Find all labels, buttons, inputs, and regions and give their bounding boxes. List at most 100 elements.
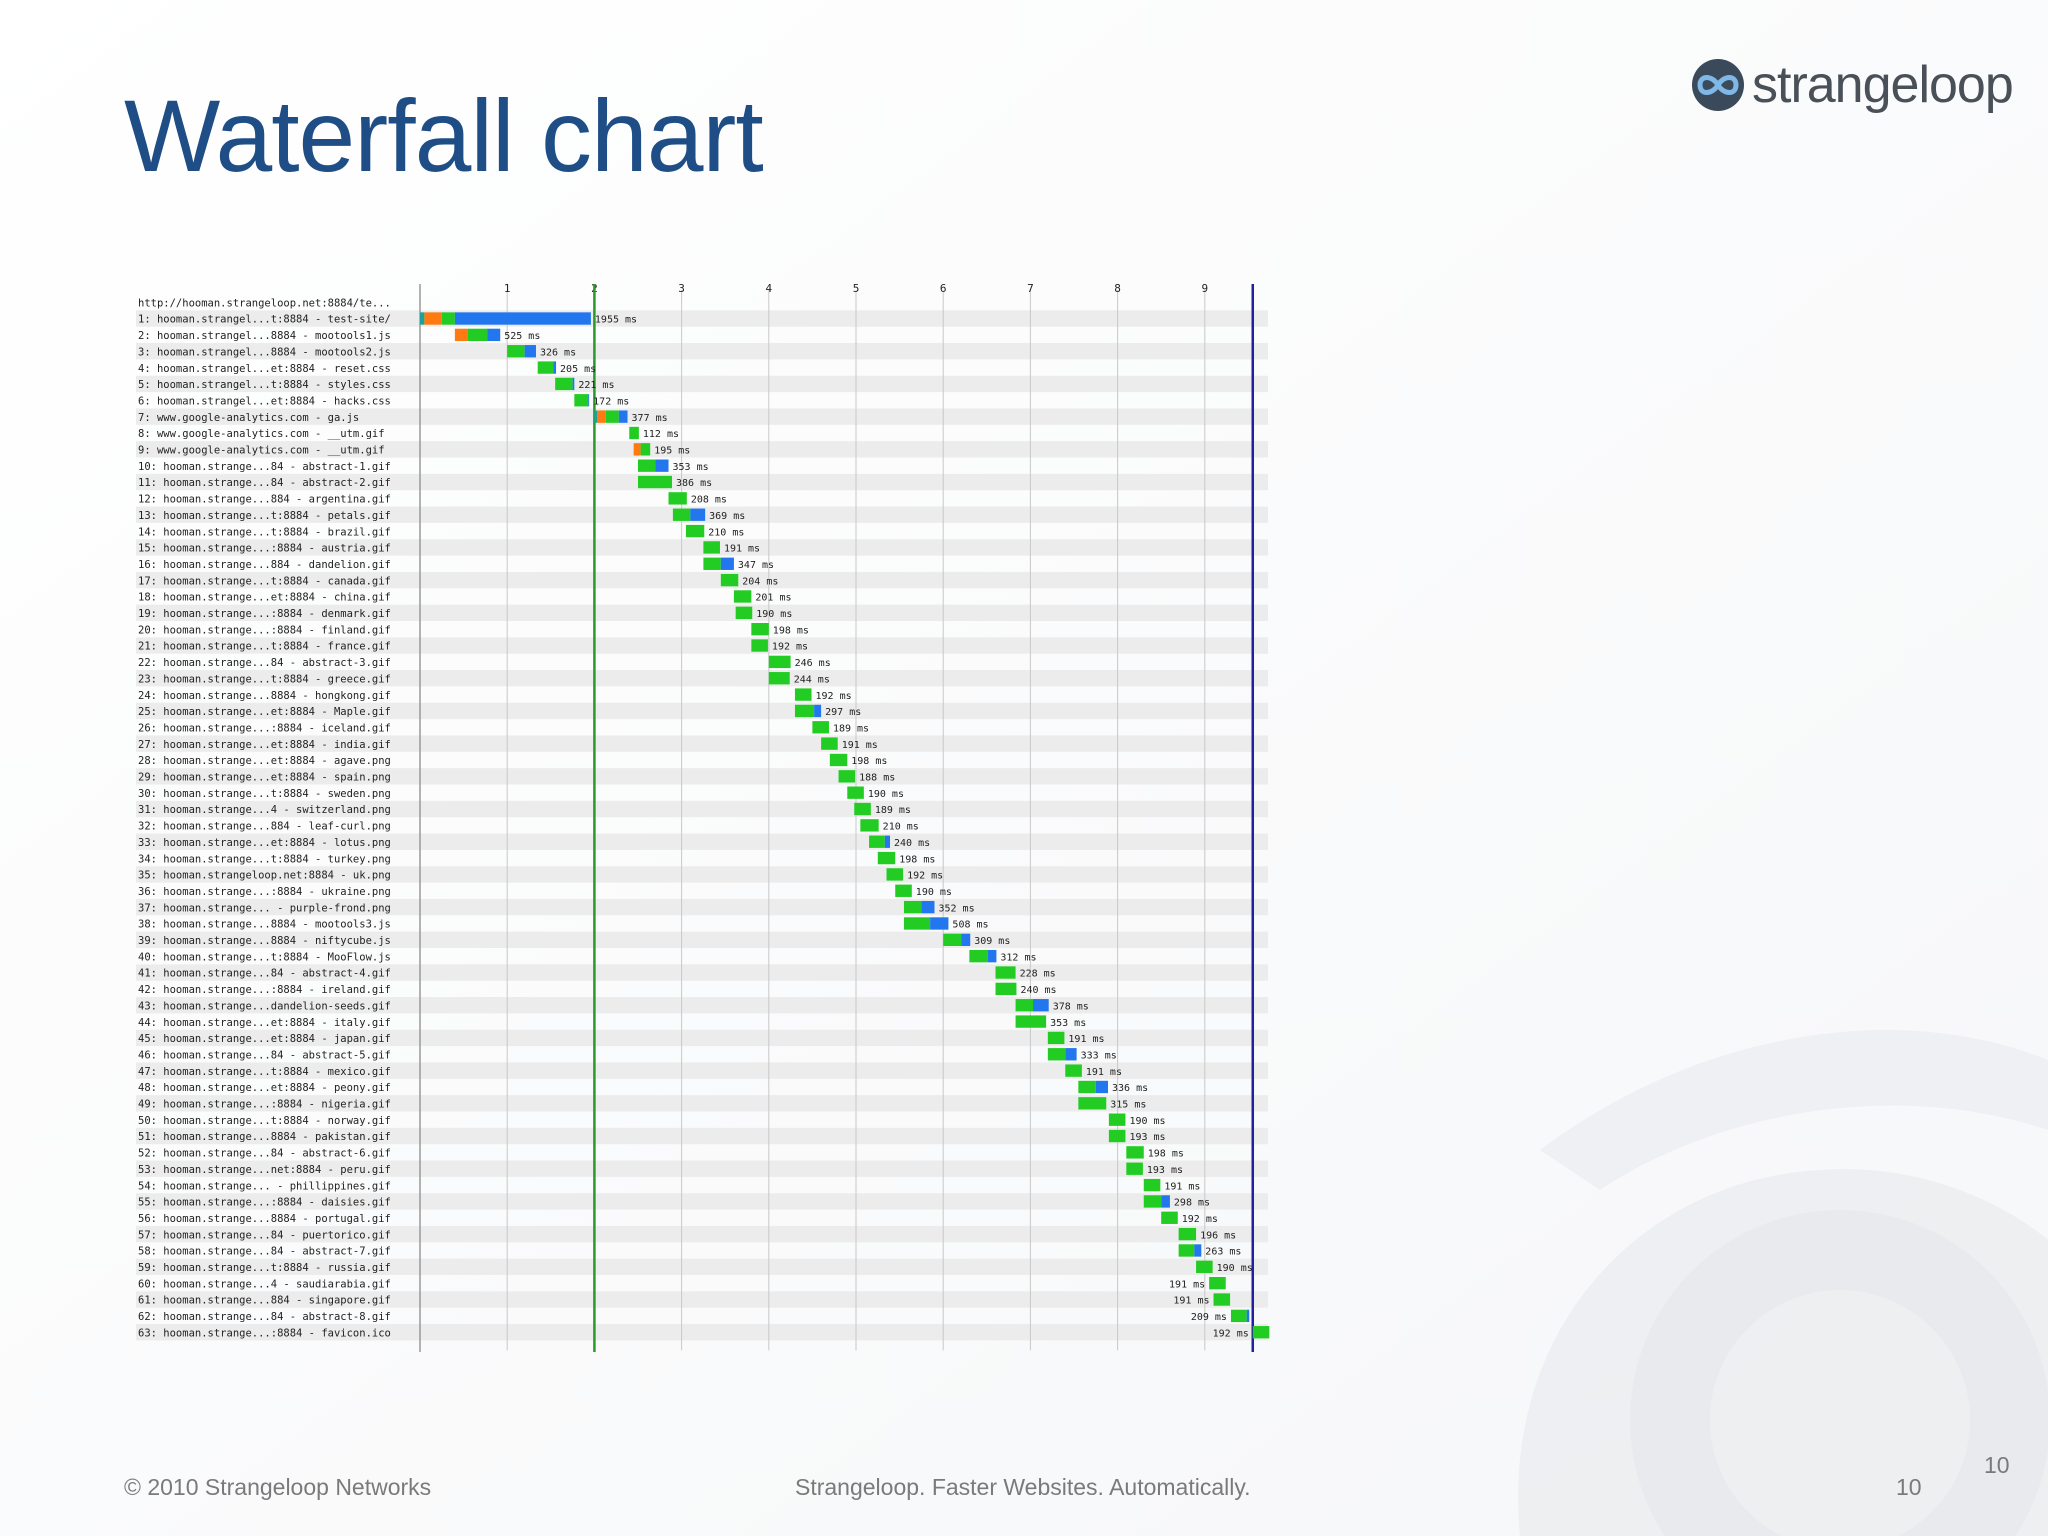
row-stripe [136,1324,1268,1341]
request-label: 42: hooman.strange...:8884 - ireland.gif [138,984,391,996]
duration-label: 198 ms [1148,1149,1184,1160]
duration-label: 188 ms [859,773,895,784]
row-stripe [136,1127,1268,1145]
bar-segment-ttfb [860,819,879,832]
duration-label: 326 ms [540,347,576,358]
duration-label: 312 ms [1000,952,1036,963]
request-label: 55: hooman.strange...:8884 - daisies.gif [138,1197,391,1209]
x-tick-label-top: 9 [1201,282,1208,295]
duration-label: 208 ms [691,495,727,506]
request-label: 4: hooman.strangel...et:8884 - reset.css [138,363,391,375]
request-label: 35: hooman.strangeloop.net:8884 - uk.png [138,870,391,882]
bar-segment-ttfb [1078,1097,1107,1110]
request-label: 6: hooman.strangel...et:8884 - hacks.css [138,395,391,407]
row-stripe [136,898,1268,916]
row-stripe [136,866,1268,883]
row-stripe [136,539,1268,556]
waterfall-chart: http://hooman.strangeloop.net:8884/te...… [136,282,1270,1352]
request-label: 37: hooman.strange... - purple-frond.png [138,902,391,914]
request-label: 13: hooman.strange...t:8884 - petals.gif [138,510,391,522]
footer-tagline: Strangeloop. Faster Websites. Automatica… [795,1474,1251,1500]
bar-segment-ttfb [821,737,838,750]
row-stripe [136,1193,1268,1210]
bar-segment-download [961,933,971,946]
request-label: 43: hooman.strange...dandelion-seeds.gif [138,1000,391,1012]
row-stripe [136,408,1268,425]
request-label: 48: hooman.strange...et:8884 - peony.gif [138,1082,391,1094]
duration-label: 112 ms [643,429,679,440]
request-label: 60: hooman.strange...4 - saudiarabia.gif [138,1278,391,1290]
infinity-loop-icon [1692,59,1744,111]
duration-label: 189 ms [833,723,869,734]
bar-segment-ttfb [768,672,790,685]
bar-segment-ttfb [869,835,885,848]
bar-segment-ttfb [969,950,988,963]
bar-segment-download [618,410,628,423]
row-stripe [136,343,1268,360]
request-label: 38: hooman.strange...8884 - mootools3.js [138,919,391,931]
bar-segment-connect [633,443,641,456]
bar-segment-ttfb [903,900,922,914]
request-label: 63: hooman.strange...:8884 - favicon.ico [138,1327,391,1339]
bar-segment-download [1095,1080,1109,1094]
request-label: 28: hooman.strange...et:8884 - agave.png [138,755,391,767]
duration-label: 196 ms [1200,1230,1236,1241]
request-label: 50: hooman.strange...t:8884 - norway.gif [138,1115,391,1127]
bar-segment-dns [594,410,598,423]
row-stripe [136,768,1268,785]
bar-segment-download [1246,1309,1250,1323]
bar-segment-ttfb [1178,1227,1197,1241]
bar-segment-download [1065,1048,1077,1061]
bar-segment-ttfb [995,966,1016,979]
duration-label: 191 ms [1169,1279,1205,1290]
request-label: 15: hooman.strange...:8884 - austria.gif [138,543,391,555]
bar-segment-ttfb [703,541,720,554]
duration-label: 190 ms [1129,1116,1165,1127]
bar-segment-ttfb [638,459,656,472]
bar-segment-ttfb [1126,1146,1144,1159]
duration-label: 297 ms [825,707,861,718]
duration-label: 210 ms [708,527,744,538]
duration-label: 263 ms [1205,1247,1241,1258]
row-stripe [136,604,1268,621]
row-stripe [136,800,1268,818]
duration-label: 190 ms [756,609,792,620]
duration-label: 195 ms [654,446,690,457]
duration-label: 508 ms [952,920,988,931]
request-label: 2: hooman.strangel...8884 - mootools1.js [138,330,391,342]
bar-segment-ttfb [847,786,864,799]
bar-segment-ttfb [751,623,769,636]
request-label: 39: hooman.strange...8884 - niftycube.js [138,935,391,947]
bar-segment-ttfb [629,426,639,440]
duration-label: 377 ms [632,413,668,424]
bar-segment-dns [420,312,425,325]
bar-segment-ttfb [1178,1244,1195,1257]
bar-segment-ttfb [768,655,791,669]
logo-text: strangeloop [1752,56,2014,114]
bar-segment-ttfb [672,508,691,521]
request-label: 12: hooman.strange...884 - argentina.gif [138,494,391,506]
x-tick-label-top: 6 [940,282,947,295]
bar-segment-ttfb [838,770,856,783]
x-tick-label-top: 4 [765,282,772,295]
row-stripe [136,833,1268,850]
x-tick-label-top: 5 [853,282,860,295]
request-label: 45: hooman.strange...et:8884 - japan.gif [138,1033,391,1045]
request-label: 54: hooman.strange... - phillippines.gif [138,1180,391,1192]
bar-segment-ttfb [1078,1080,1096,1094]
duration-label: 204 ms [742,576,778,587]
row-stripe [136,571,1268,589]
duration-label: 201 ms [755,593,791,604]
request-label: 21: hooman.strange...t:8884 - france.gif [138,641,391,653]
bar-segment-ttfb [1108,1129,1126,1143]
request-label: 31: hooman.strange...4 - switzerland.png [138,804,391,816]
duration-label: 193 ms [1129,1132,1165,1143]
row-stripe [136,964,1268,981]
row-stripe [136,702,1268,720]
bar-segment-ttfb [703,557,721,570]
duration-label: 192 ms [816,691,852,702]
duration-label: 192 ms [772,642,808,653]
footer-page-number: 10 [1896,1474,1922,1500]
duration-label: 315 ms [1110,1100,1146,1111]
bar-segment-download [588,394,590,407]
